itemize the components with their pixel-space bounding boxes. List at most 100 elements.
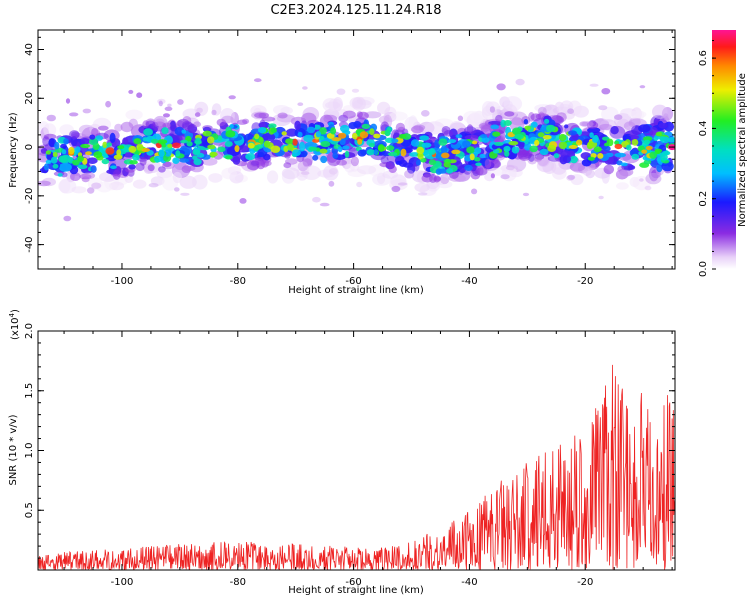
spectrogram-cell-889 <box>638 124 651 133</box>
spectrogram-cell-623 <box>114 123 123 132</box>
spectrogram-cell-1135 <box>338 132 347 139</box>
spectrogram-cell-1296 <box>428 159 437 166</box>
spectrogram-cell-1091 <box>493 141 504 146</box>
spectrogram-cell-561 <box>147 164 155 172</box>
colorbar-tick-label: 0.2 <box>698 191 709 207</box>
spectrogram-cell-365 <box>377 101 391 115</box>
spectrogram-cell-1057 <box>641 149 648 154</box>
spectrogram-cell-1263 <box>387 152 398 157</box>
spectrogram-cell-1290 <box>474 147 482 155</box>
spectrogram-cell-1326 <box>196 107 203 114</box>
spectrogram-cell-975 <box>466 146 475 154</box>
spectrogram-cell-1115 <box>492 131 501 137</box>
spectrogram-cell-1117 <box>116 149 122 157</box>
spectrogram-cell-416 <box>439 173 450 185</box>
spectrogram-cell-1210 <box>631 153 640 160</box>
spectrogram-cell-1161 <box>490 124 500 130</box>
spectrogram-cell-1078 <box>593 146 602 153</box>
spectrogram-cell-930 <box>255 157 267 165</box>
spectrogram-cell-1219 <box>85 151 92 156</box>
spectrogram-cell-1327 <box>136 92 143 98</box>
spectrogram-cell-700 <box>120 121 134 133</box>
snr-xtick-label: -100 <box>111 577 134 588</box>
spectrogram-cell-1176 <box>419 135 430 141</box>
spectrogram-cell-606 <box>350 156 359 167</box>
spectrogram-cell-1297 <box>43 163 49 171</box>
spectrogram-cell-706 <box>518 140 525 150</box>
spectrogram-cell-905 <box>348 147 358 158</box>
spectrogram-cell-789 <box>112 169 121 180</box>
spectrogram-cell-1272 <box>357 138 363 145</box>
spectrogram-cell-925 <box>484 158 492 169</box>
spectrogram-cell-1121 <box>75 146 81 153</box>
spectrogram-cell-811 <box>70 172 81 182</box>
spectrogram-cell-1361 <box>601 88 611 95</box>
spectrogram-cell-927 <box>443 130 454 137</box>
spectrogram-cell-474 <box>599 123 613 131</box>
spectrogram-cell-799 <box>489 159 502 169</box>
spectrogram-cell-1343 <box>239 198 247 204</box>
spectrogram-cell-1090 <box>245 153 256 161</box>
colorbar-tick-label: 0.4 <box>698 120 709 136</box>
spectrogram-cell-1313 <box>270 127 277 133</box>
spectrogram-cell-868 <box>530 113 542 122</box>
spectrogram-cell-878 <box>661 161 674 172</box>
spectrogram-cell-1013 <box>373 133 381 139</box>
spectrogram-cell-1329 <box>471 188 478 195</box>
spectrogram-cell-1020 <box>172 142 181 149</box>
spectrogram-cell-897 <box>38 180 51 187</box>
spectrogram-cell-906 <box>135 162 145 172</box>
spectrogram-cell-1218 <box>398 134 407 139</box>
spectrogram-cell-839 <box>237 119 248 125</box>
spectrogram-cell-1367 <box>302 86 308 90</box>
spectrogram-cell-751 <box>145 120 156 129</box>
spectrogram-cell-1377 <box>589 83 599 87</box>
spectrogram-cell-1269 <box>568 145 578 149</box>
spectrogram-cell-1128 <box>80 143 90 149</box>
spectrogram-cell-1289 <box>368 142 375 148</box>
spectrogram-cell-1315 <box>129 160 138 165</box>
spectrogram-cell-745 <box>193 121 202 128</box>
spectrogram-cell-182 <box>436 180 453 189</box>
spectrogram-cell-1338 <box>319 202 330 207</box>
spectrogram-cell-1339 <box>180 192 190 196</box>
snr-x-label: Height of straight line (km) <box>288 585 424 596</box>
spectrogram-cell-1363 <box>490 173 495 179</box>
spectrogram-cell-1052 <box>340 124 350 133</box>
spectrogram-cell-1105 <box>587 156 596 161</box>
spectrogram-cell-1182 <box>217 146 226 153</box>
spectrogram-cell-1295 <box>503 120 512 126</box>
spectrogram-cell-1173 <box>410 139 420 147</box>
spectrogram-cell-1314 <box>604 142 609 147</box>
spectrogram-cell-1354 <box>639 85 646 89</box>
spectrogram-cell-1277 <box>514 134 524 140</box>
spectrogram-cell-934 <box>464 134 479 140</box>
spectrogram-cell-1346 <box>663 113 669 121</box>
spectrogram-cell-1312 <box>72 159 80 166</box>
spectrogram-cell-395 <box>132 179 147 189</box>
spectrogram-cell-899 <box>623 121 636 131</box>
snr-scale-factor: (x104) <box>8 309 21 340</box>
spectrogram-cell-1352 <box>644 185 652 191</box>
spectrogram-cell-1201 <box>286 143 294 151</box>
spectrogram-xtick-label: -80 <box>230 276 246 287</box>
spectrogram-cell-1328 <box>167 103 172 108</box>
spectrogram-cell-892 <box>618 169 632 177</box>
spectrogram-cell-1188 <box>512 127 522 136</box>
snr-xtick-label: -80 <box>230 577 246 588</box>
spectrogram-cell-1096 <box>352 132 358 140</box>
spectrogram-cell-1320 <box>65 98 71 104</box>
spectrogram-cell-823 <box>69 130 80 140</box>
spectrogram-cell-1371 <box>489 106 495 113</box>
spectrogram-cell-354 <box>192 174 208 190</box>
spectrogram-cell-1109 <box>52 151 58 158</box>
spectrogram-cell-1292 <box>330 127 337 135</box>
spectrogram-cell-1376 <box>522 192 530 197</box>
spectrogram-cell-870 <box>303 134 314 143</box>
spectrogram-cell-1185 <box>207 144 216 150</box>
spectrogram-cell-1341 <box>148 183 159 188</box>
spectrogram-cell-1293 <box>592 136 599 143</box>
spectrogram-cell-865 <box>388 165 397 173</box>
spectrogram-cell-1316 <box>136 143 144 151</box>
spectrogram-cell-990 <box>133 138 142 145</box>
